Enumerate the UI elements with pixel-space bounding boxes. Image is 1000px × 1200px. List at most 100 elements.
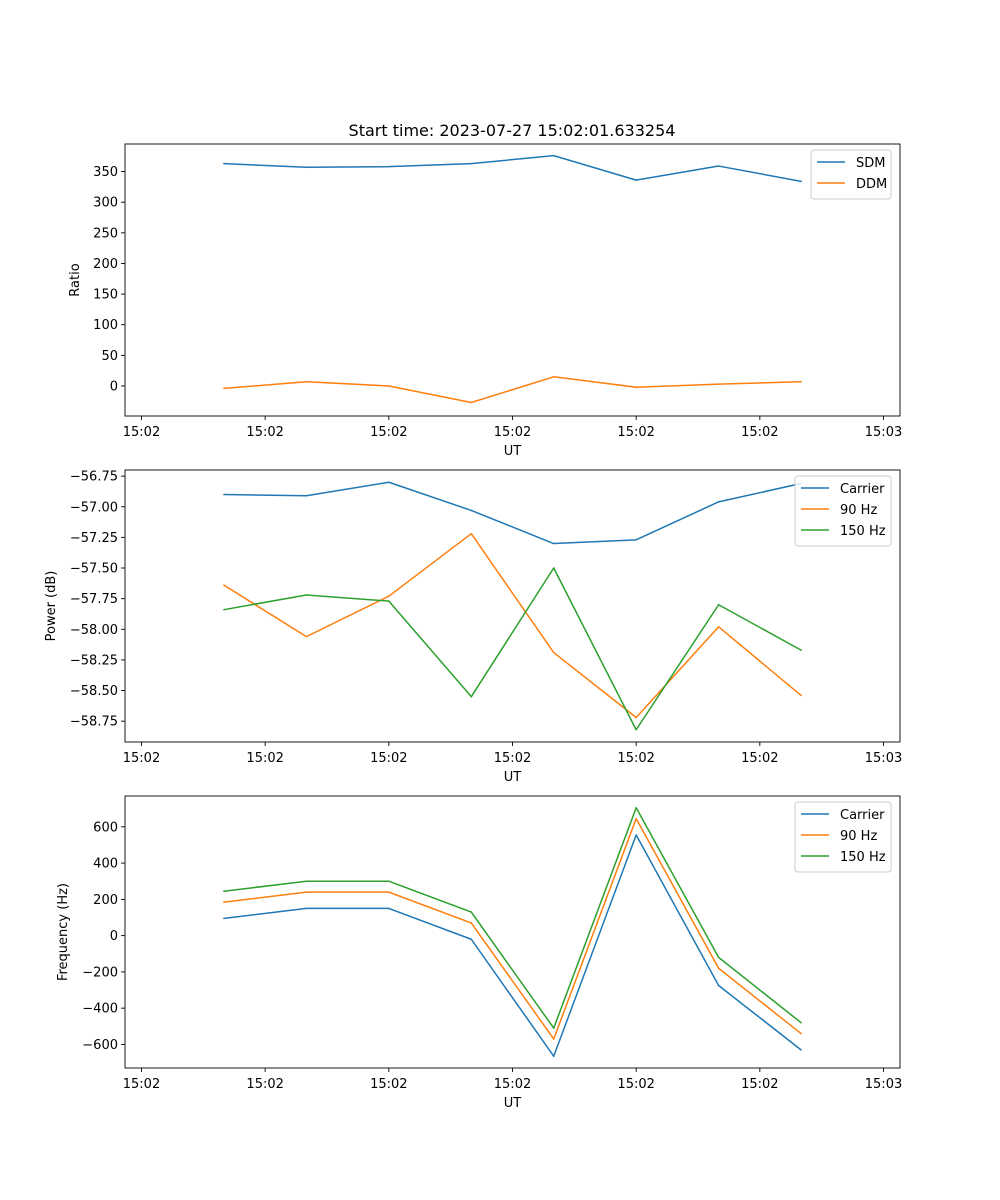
chart3-carrier-point-2 bbox=[305, 907, 308, 910]
chart3-150-hz-point-1 bbox=[223, 890, 225, 892]
chart2-y-tick-label: −58.25 bbox=[70, 653, 118, 668]
chart3-carrier-point-4 bbox=[470, 938, 473, 941]
chart3-y-tick-label: 400 bbox=[93, 857, 118, 872]
chart1-sdm-point-1 bbox=[223, 162, 225, 165]
chart1-x-tick-label: 15:02 bbox=[370, 425, 407, 440]
chart2-x-tick-label: 15:02 bbox=[246, 751, 283, 766]
chart3-150-hz-point-2 bbox=[305, 880, 308, 883]
chart3-carrier-point-7 bbox=[717, 984, 720, 987]
chart2-150-hz-point-6 bbox=[635, 728, 637, 731]
chart2-carrier-point-1 bbox=[223, 493, 225, 496]
chart1-ddm-point-4 bbox=[470, 401, 473, 404]
chart1-sdm-point-6 bbox=[635, 179, 637, 181]
chart2-90-hz-point-8 bbox=[800, 694, 802, 697]
chart2-legend-label-150-hz: 150 Hz bbox=[840, 524, 886, 539]
chart3-x-tick-label: 15:02 bbox=[494, 1077, 531, 1092]
chart1-legend-label-ddm: DDM bbox=[856, 177, 887, 192]
chart1-sdm-point-5 bbox=[552, 154, 555, 157]
chart2-150-hz-point-8 bbox=[800, 649, 802, 651]
chart3-90-hz-point-2 bbox=[305, 891, 308, 893]
chart1-ddm-point-7 bbox=[717, 383, 720, 385]
chart1-x-tick-label: 15:02 bbox=[741, 425, 778, 440]
chart1-x-tick-label: 15:02 bbox=[246, 425, 283, 440]
chart1-y-tick-label: 150 bbox=[93, 288, 118, 303]
chart1-y-tick-label: 0 bbox=[110, 379, 118, 394]
chart3-150-hz-point-3 bbox=[388, 880, 390, 883]
chart1-ddm-point-2 bbox=[305, 380, 308, 383]
chart3-150-hz-point-6 bbox=[635, 806, 637, 809]
chart1-y-tick-label: 200 bbox=[93, 257, 118, 272]
chart2-carrier-point-7 bbox=[717, 501, 720, 503]
chart3-150-hz-point-5 bbox=[552, 1027, 555, 1029]
chart1-legend-label-sdm: SDM bbox=[856, 156, 885, 171]
chart1-series-ddm-line bbox=[223, 376, 802, 404]
chart2-x-axis-label: UT bbox=[504, 770, 522, 785]
chart2-x-tick-label: 15:02 bbox=[370, 751, 407, 766]
chart1-x-tick-label: 15:02 bbox=[123, 425, 160, 440]
chart1-sdm-point-2 bbox=[305, 166, 308, 169]
chart2-150-hz-point-5 bbox=[552, 567, 555, 569]
chart2-carrier-point-3 bbox=[388, 481, 390, 484]
chart1-sdm-point-3 bbox=[388, 165, 390, 168]
chart1-x-tick-label: 15:02 bbox=[494, 425, 531, 440]
chart1-ddm-point-3 bbox=[388, 385, 390, 387]
chart3-legend-label-150-hz: 150 Hz bbox=[840, 850, 886, 865]
chart2-x-tick-label: 15:02 bbox=[123, 751, 160, 766]
chart3-y-tick-label: −600 bbox=[82, 1038, 118, 1053]
chart1-y-tick-label: 350 bbox=[93, 165, 118, 180]
chart2-90-hz-point-1 bbox=[223, 584, 225, 586]
chart2-y-tick-label: −58.75 bbox=[70, 715, 118, 730]
chart2-carrier-point-4 bbox=[470, 509, 473, 512]
chart2-carrier-point-2 bbox=[305, 494, 308, 497]
chart1-axes-frame bbox=[124, 143, 901, 417]
chart3-axes-frame bbox=[124, 795, 901, 1069]
chart3-legend-label-90-hz: 90 Hz bbox=[840, 829, 877, 844]
chart3-x-tick-label: 15:03 bbox=[865, 1077, 902, 1092]
chart1-ddm-point-1 bbox=[223, 387, 225, 390]
chart2-carrier-point-6 bbox=[635, 539, 637, 541]
chart1-y-axis-label: Ratio bbox=[68, 263, 83, 296]
chart1-ddm-point-6 bbox=[635, 386, 637, 389]
chart3-x-tick-label: 15:02 bbox=[617, 1077, 654, 1092]
chart2-150-hz-point-4 bbox=[470, 695, 473, 698]
chart3-series-carrier-line bbox=[223, 834, 802, 1057]
chart3-x-tick-label: 15:02 bbox=[123, 1077, 160, 1092]
chart3-carrier-point-1 bbox=[223, 917, 225, 920]
chart1-ddm-point-8 bbox=[800, 380, 802, 383]
chart2-y-axis-label: Power (dB) bbox=[44, 571, 59, 642]
chart2-90-hz-point-6 bbox=[635, 716, 637, 719]
chart2-150-hz-point-3 bbox=[388, 600, 390, 602]
chart1-sdm-point-8 bbox=[800, 180, 802, 183]
chart3-carrier-point-3 bbox=[388, 907, 390, 910]
chart3-90-hz-point-6 bbox=[635, 817, 637, 820]
chart2-x-tick-label: 15:02 bbox=[741, 751, 778, 766]
figure-title: Start time: 2023-07-27 15:02:01.633254 bbox=[349, 121, 676, 140]
chart2-90-hz-point-7 bbox=[717, 626, 720, 628]
chart2-series-carrier-line bbox=[223, 481, 802, 545]
chart3-y-tick-label: −400 bbox=[82, 1002, 118, 1017]
chart3-x-axis-label: UT bbox=[504, 1096, 522, 1111]
ratio-panel: 15:02 15:02 15:02 15:02 15:02 15:02 15:03 0 50 10… bbox=[68, 143, 902, 459]
chart3-series-90-hz-line bbox=[223, 817, 802, 1040]
chart2-y-tick-label: −57.75 bbox=[70, 592, 118, 607]
chart3-y-axis-label: Frequency (Hz) bbox=[56, 883, 71, 981]
frequency-panel: 15:02 15:02 15:02 15:02 15:02 15:02 15:03 −600 −… bbox=[56, 795, 902, 1111]
chart3-carrier-point-5 bbox=[552, 1055, 555, 1058]
chart3-series-150-hz-line bbox=[223, 807, 802, 1029]
chart3-legend bbox=[794, 801, 892, 873]
chart2-y-tick-label: −58.00 bbox=[70, 623, 118, 638]
chart3-90-hz-point-7 bbox=[717, 967, 720, 970]
chart3-150-hz-point-7 bbox=[717, 956, 720, 959]
chart3-carrier-point-6 bbox=[635, 834, 637, 836]
chart1-y-tick-label: 100 bbox=[93, 318, 118, 333]
chart2-y-tick-label: −56.75 bbox=[70, 470, 118, 485]
chart2-legend-label-90-hz: 90 Hz bbox=[840, 503, 877, 518]
chart2-90-hz-point-4 bbox=[470, 532, 473, 535]
chart3-carrier-point-8 bbox=[800, 1049, 802, 1051]
chart3-150-hz-point-4 bbox=[470, 911, 473, 913]
chart3-x-tick-label: 15:02 bbox=[246, 1077, 283, 1092]
chart1-x-axis-label: UT bbox=[504, 444, 522, 459]
chart1-ddm-point-5 bbox=[552, 375, 555, 378]
chart1-y-tick-label: 50 bbox=[101, 349, 118, 364]
